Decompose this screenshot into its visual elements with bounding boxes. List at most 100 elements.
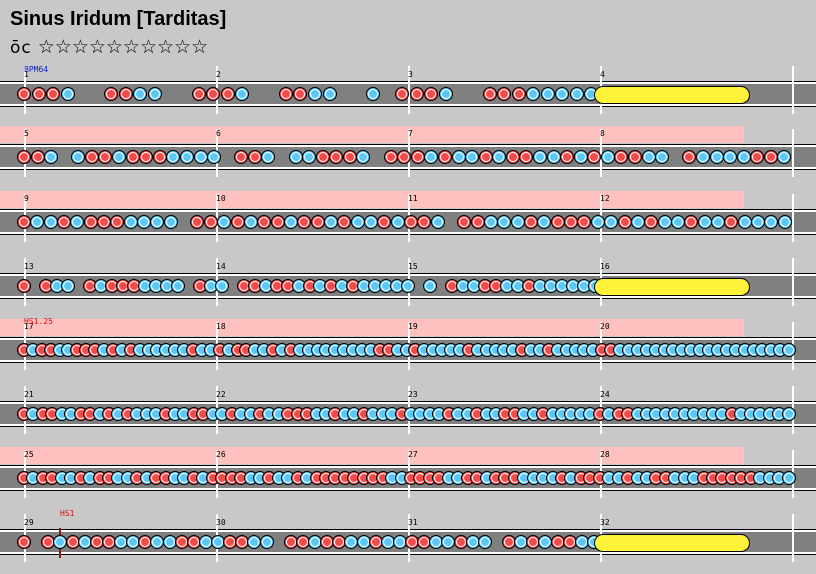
bar-number: 4 [600, 70, 605, 79]
bar-line [792, 129, 794, 177]
ka-note [695, 150, 710, 164]
ka-note [697, 215, 712, 229]
ka-note [283, 215, 298, 229]
chart-row: 1 2 3 4 BPM64 [0, 62, 816, 126]
ka-note [363, 215, 378, 229]
ka-note [451, 150, 466, 164]
ka-note [710, 215, 725, 229]
don-note [139, 150, 154, 164]
don-note [97, 215, 112, 229]
don-note [684, 215, 699, 229]
chart-row: 25 26 27 28 [0, 446, 816, 510]
ka-note [657, 215, 672, 229]
ka-note [510, 215, 525, 229]
ka-note [123, 215, 138, 229]
ka-note [555, 87, 570, 101]
ka-note [781, 471, 796, 485]
bar-number: 28 [600, 450, 610, 459]
bar-number: 31 [408, 518, 418, 527]
bar-number: 20 [600, 322, 610, 331]
ka-note [313, 279, 328, 293]
ka-note [670, 215, 685, 229]
difficulty-rating: ōc ☆☆☆☆☆☆☆☆☆☆ [10, 36, 208, 58]
don-note [617, 215, 632, 229]
chart-row: 13 14 15 16 [0, 254, 816, 318]
ka-note [60, 279, 75, 293]
bar-number: 9 [24, 194, 29, 203]
ka-note [782, 343, 797, 357]
scroll-speed-marker: HS1 [60, 509, 75, 518]
bar-number: 13 [24, 262, 34, 271]
don-note [203, 215, 218, 229]
speed-change-band [0, 126, 744, 143]
bar-number: 32 [600, 518, 610, 527]
don-note [101, 535, 116, 549]
don-note [84, 150, 99, 164]
bar-number: 11 [408, 194, 418, 203]
ka-note [147, 87, 162, 101]
bar-number: 5 [24, 129, 29, 138]
ka-note [526, 87, 541, 101]
don-note [482, 87, 497, 101]
don-note [470, 215, 485, 229]
don-note [278, 87, 293, 101]
speed-change-band [0, 447, 744, 464]
bar-line [408, 66, 410, 114]
ka-note [492, 150, 507, 164]
bar-number: 23 [408, 390, 418, 399]
ka-note [574, 535, 589, 549]
bpm-marker: BPM64 [24, 65, 49, 74]
ka-note [736, 150, 751, 164]
ka-note [569, 87, 584, 101]
don-note [191, 87, 206, 101]
bar-number: 7 [408, 129, 413, 138]
bar-number: 18 [216, 322, 226, 331]
bar-line [792, 194, 794, 242]
don-note [98, 150, 113, 164]
ka-note [430, 215, 445, 229]
don-note [83, 215, 98, 229]
ka-note [555, 279, 570, 293]
don-note [152, 150, 167, 164]
ka-note [308, 535, 322, 549]
don-note [342, 150, 357, 164]
ka-note [366, 87, 381, 101]
bar-number: 19 [408, 322, 418, 331]
don-note [410, 150, 425, 164]
don-note [57, 215, 72, 229]
bar-number: 2 [216, 70, 221, 79]
ka-note [133, 87, 148, 101]
don-note [283, 535, 298, 549]
ka-note [163, 215, 178, 229]
ka-note [179, 150, 194, 164]
ka-note [261, 150, 276, 164]
don-note [310, 215, 325, 229]
don-note [247, 279, 262, 293]
don-note [280, 279, 295, 293]
ka-note [438, 87, 453, 101]
chart-row: 5 6 7 8 [0, 125, 816, 189]
don-note [30, 150, 45, 164]
difficulty-stars: ☆☆☆☆☆☆☆☆☆☆ [37, 36, 209, 58]
don-note [41, 535, 56, 549]
ka-note [170, 279, 185, 293]
ka-note [302, 150, 317, 164]
don-note [206, 87, 221, 101]
ka-note [573, 150, 588, 164]
ka-note [44, 150, 59, 164]
don-note [750, 150, 765, 164]
ka-note [193, 150, 208, 164]
ka-note [214, 279, 229, 293]
don-note [524, 215, 539, 229]
drumroll-note [594, 278, 750, 296]
ka-note [344, 535, 359, 549]
ka-note [537, 215, 552, 229]
don-note [17, 215, 31, 229]
don-note [17, 87, 31, 101]
bar-number: 24 [600, 390, 610, 399]
don-note [329, 150, 344, 164]
don-note [587, 150, 602, 164]
bar-number: 29 [24, 518, 34, 527]
don-note [395, 87, 410, 101]
speed-change-band [0, 319, 744, 336]
